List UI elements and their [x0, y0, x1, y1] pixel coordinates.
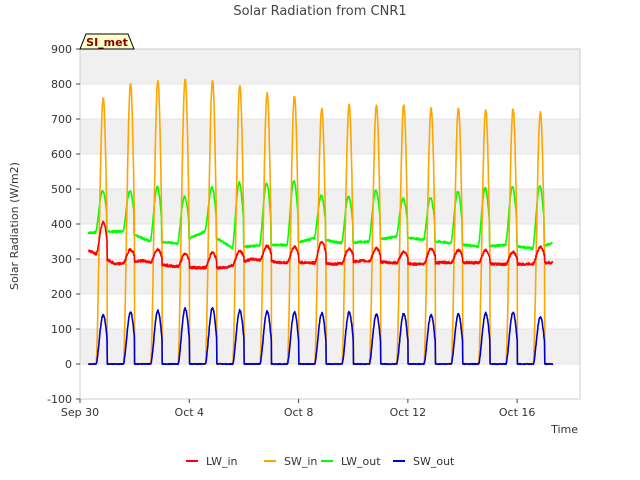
series-line-lw-in [87, 220, 554, 270]
x-tick-label: Oct 16 [499, 406, 536, 419]
legend-label: LW_in [206, 455, 238, 468]
y-tick-label: 0 [65, 358, 72, 371]
y-tick-label: 700 [51, 113, 72, 126]
series-line-lw-out [87, 180, 554, 251]
y-tick-label: 500 [51, 183, 72, 196]
y-tick-label: -100 [47, 393, 72, 406]
x-tick-label: Oct 12 [390, 406, 427, 419]
grid-band [80, 189, 580, 224]
chart-title: Solar Radiation from CNR1 [233, 4, 406, 19]
y-tick-label: 100 [51, 323, 72, 336]
y-tick-label: 200 [51, 288, 72, 301]
grid-bands [80, 48, 580, 400]
y-tick-label: 300 [51, 253, 72, 266]
y-tick-label: 800 [51, 78, 72, 91]
x-tick-label: Sep 30 [61, 406, 99, 419]
y-tick-label: 400 [51, 218, 72, 231]
x-axis-label: Time [550, 423, 578, 436]
grid-band [80, 49, 580, 84]
legend: LW_in SW_in LW_out SW_out [186, 455, 455, 468]
y-tick-label: 600 [51, 148, 72, 161]
y-tick-label: 900 [51, 43, 72, 56]
x-tick-label: Oct 4 [175, 406, 205, 419]
x-axis-ticks: Sep 30 Oct 4 Oct 8 Oct 12 Oct 16 [61, 399, 536, 419]
series-lines [87, 78, 554, 366]
x-tick-label: Oct 8 [284, 406, 314, 419]
legend-label: SW_in [284, 455, 317, 468]
y-axis-label: Solar Radiation (W/m2) [8, 162, 21, 290]
grid-band [80, 329, 580, 364]
y-axis-ticks: -100 0 100 200 300 400 500 600 700 800 900 [47, 43, 80, 406]
grid-band [80, 119, 580, 154]
legend-label: SW_out [413, 455, 455, 468]
series-line-sw-out [87, 306, 554, 366]
station-tag-badge: SI_met [79, 33, 135, 50]
legend-label: LW_out [341, 455, 381, 468]
station-tag-label: SI_met [86, 36, 128, 49]
